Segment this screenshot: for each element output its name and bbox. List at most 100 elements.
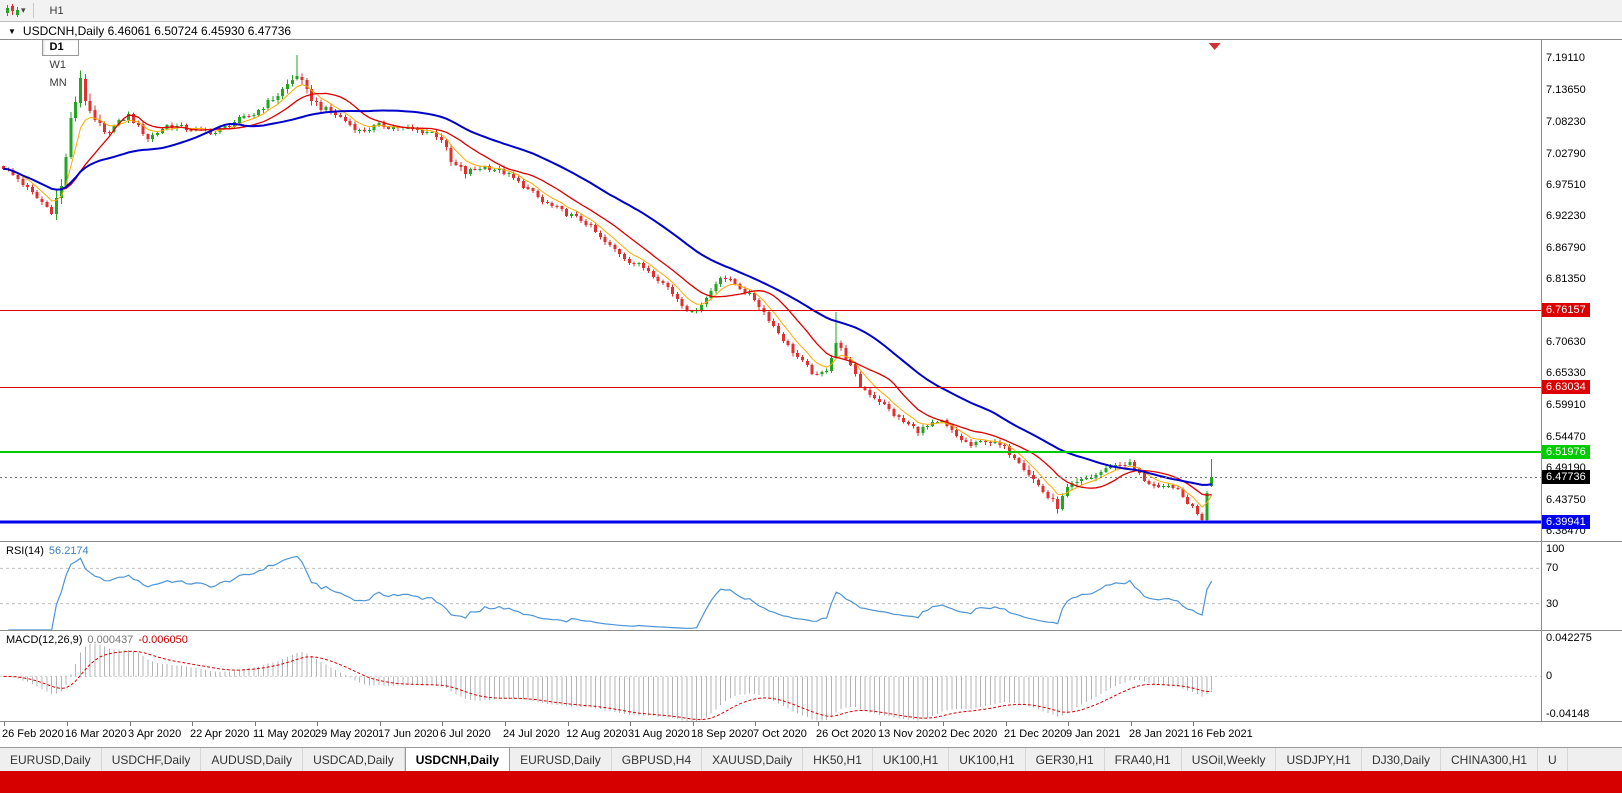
price-axis[interactable]: 7.19110 7.13650 7.08230 7.02790 6.97510 6.922… [1541,40,1622,721]
price-axis-label: 6.65330 [1546,367,1586,379]
time-axis-label: 16 Mar 2020 [65,728,127,740]
time-axis-tick [630,722,631,726]
price-axis-label: 6.54470 [1546,431,1586,443]
price-axis-label: 6.59910 [1546,399,1586,411]
time-axis-tick [943,722,944,726]
chart-tab-uk100-h1[interactable]: UK100,H1 [873,748,950,771]
time-axis-tick [755,722,756,726]
bottom-red-bar [0,771,1622,793]
chart-tab-usdchf-daily[interactable]: USDCHF,Daily [102,748,202,771]
rsi-axis-label: 100 [1546,543,1565,555]
time-axis-tick [1193,722,1194,726]
time-axis-tick [317,722,318,726]
time-axis-tick [380,722,381,726]
rsi-panel[interactable] [0,542,1541,630]
time-axis-tick [192,722,193,726]
macd-panel[interactable] [0,631,1541,721]
time-axis-tick [505,722,506,726]
time-axis-tick [818,722,819,726]
ma-line-6 [3,84,1213,508]
time-axis-label: 11 May 2020 [253,728,316,740]
chart-tab-gbpusd-h4[interactable]: GBPUSD,H4 [612,748,703,771]
rsi-name: RSI(14) [6,545,44,557]
time-axis-label: 21 Dec 2020 [1004,728,1067,740]
chart-tab-eurusd-daily[interactable]: EURUSD,Daily [510,748,612,771]
timeframe-button-mn[interactable]: MN [49,76,67,89]
macd-histogram [7,643,1213,721]
macd-signal-value: -0.006050 [138,634,188,646]
toolbar: ▾ M1M5M15M30H1H4D1W1MN [0,0,1622,89]
rsi-indicator-label: RSI(14) 56.2174 [6,545,89,557]
time-axis-tick [130,722,131,726]
time-axis-label: 17 Jun 2020 [378,728,439,740]
up-candle-bodies [54,76,1214,520]
price-axis-separator [1541,40,1542,721]
time-axis-tick [1131,722,1132,726]
ma-line-34 [3,109,1212,486]
chart-tab-eurusd-daily[interactable]: EURUSD,Daily [0,748,102,771]
chart-tab-audusd-daily[interactable]: AUDUSD,Daily [201,748,304,771]
chart-title: USDCNH,Daily 6.46061 6.50724 6.45930 6.4… [22,24,292,38]
chart-tab-u[interactable]: U [1538,748,1568,771]
ma-line-13 [3,92,1212,496]
chart-tabs-bar: EURUSD,Daily USDCHF,Daily AUDUSD,Daily USDC… [0,747,1622,771]
rsi-axis-label: 70 [1546,562,1559,574]
rsi-axis-label: 30 [1546,598,1559,610]
chart-tab-usdjpy-h1[interactable]: USDJPY,H1 [1276,748,1362,771]
time-axis-label: 29 May 2020 [315,728,379,740]
price-badge: 6.47736 [1542,470,1590,484]
chart-tab-dj30-daily[interactable]: DJ30,Daily [1362,748,1441,771]
timeframe-button-w1[interactable]: W1 [49,58,67,71]
time-axis-label: 7 Oct 2020 [753,728,807,740]
price-axis-label: 6.81350 [1546,273,1586,285]
price-axis-label: 6.97510 [1546,179,1586,191]
price-axis-label: 7.02790 [1546,148,1586,160]
timeframe-button-h1[interactable]: H1 [49,4,64,17]
panel-separator[interactable] [0,630,1622,631]
time-axis-label: 31 Aug 2020 [628,728,690,740]
time-axis-label: 24 Jul 2020 [503,728,560,740]
time-axis-label: 12 Aug 2020 [566,728,628,740]
time-axis-tick [693,722,694,726]
time-axis-label: 9 Jan 2021 [1066,728,1121,740]
time-axis-tick [1068,722,1069,726]
macd-axis-label: 0.042275 [1546,632,1592,644]
time-axis-tick [442,722,443,726]
chart-tab-china300-h1[interactable]: CHINA300,H1 [1441,748,1539,771]
price-badge: 6.51976 [1542,445,1590,459]
timeframe-button-d1[interactable]: D1 [41,37,79,56]
macd-axis-label: 0 [1546,670,1553,682]
chart-tab-uk100-h1[interactable]: UK100,H1 [949,748,1026,771]
time-axis-label: 16 Feb 2021 [1191,728,1253,740]
macd-name: MACD(12,26,9) [6,634,83,646]
panel-separator [0,721,1622,722]
price-axis-label: 7.19110 [1546,52,1585,64]
chart-type-icon[interactable] [5,4,19,17]
time-axis-label: 22 Apr 2020 [190,728,250,740]
time-axis-tick [4,722,5,726]
chart-tab-usdcnh-daily[interactable]: USDCNH,Daily [404,748,511,771]
time-axis-tick [880,722,881,726]
chart-tab-hk50-h1[interactable]: HK50,H1 [803,748,873,771]
panel-separator[interactable] [0,541,1622,542]
rsi-value: 56.2174 [48,545,89,557]
chart-tab-usoil-weekly[interactable]: USOil,Weekly [1182,748,1277,771]
down-candle-bodies [2,77,1204,520]
price-badge: 6.39941 [1542,515,1590,529]
chart-shift-marker[interactable] [1208,43,1221,50]
macd-axis-label: -0.04148 [1546,708,1590,720]
price-axis-label: 6.43750 [1546,494,1586,506]
chart-tab-fra40-h1[interactable]: FRA40,H1 [1105,748,1182,771]
chart-tab-ger30-h1[interactable]: GER30,H1 [1026,748,1105,771]
time-axis[interactable]: 26 Feb 2020 16 Mar 2020 3 Apr 2020 22 Apr 2… [0,722,1541,747]
time-axis-label: 2 Dec 2020 [941,728,998,740]
dropdown-arrow-icon[interactable]: ▾ [21,5,26,15]
time-axis-label: 3 Apr 2020 [128,728,182,740]
chart-tab-xauusd-daily[interactable]: XAUUSD,Daily [702,748,804,771]
window-menu-icon[interactable]: ▼ [8,26,16,36]
price-axis-label: 7.13650 [1546,84,1586,96]
price-chart-panel[interactable] [0,40,1541,541]
time-axis-label: 6 Jul 2020 [440,728,491,740]
chart-tab-usdcad-daily[interactable]: USDCAD,Daily [303,748,405,771]
